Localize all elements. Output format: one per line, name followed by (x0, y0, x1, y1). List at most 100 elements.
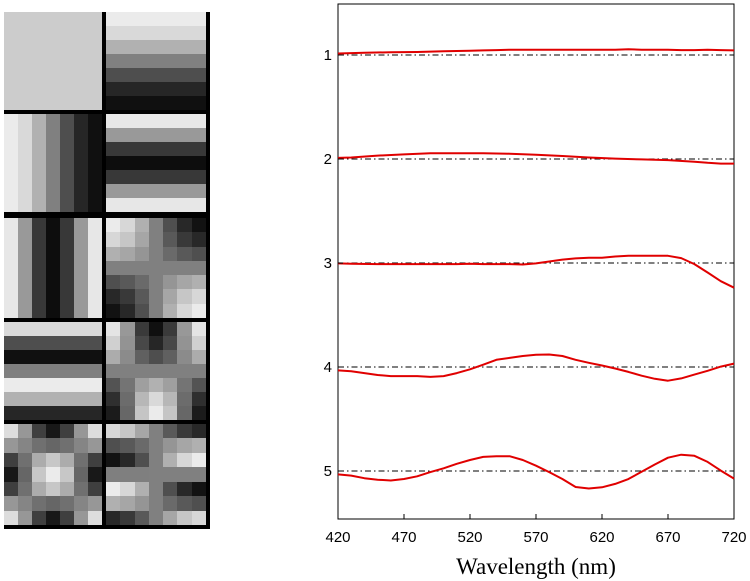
basis-pixel (120, 40, 135, 54)
basis-pixel (120, 170, 135, 184)
basis-pixel (32, 467, 46, 482)
basis-pixel (60, 26, 74, 40)
y-tick-label: 3 (324, 255, 332, 272)
basis-pixel (4, 424, 18, 439)
basis-pixel (32, 289, 46, 304)
basis-pixel (4, 232, 18, 247)
basis-pixel (32, 322, 46, 336)
basis-pixel (74, 114, 88, 128)
basis-pixel (74, 40, 88, 54)
basis-pixel (106, 128, 121, 142)
basis-pixel (106, 82, 121, 96)
basis-pixel (4, 496, 18, 511)
basis-pixel (32, 170, 46, 184)
basis-pixel (4, 364, 18, 378)
basis-pixel (120, 452, 135, 468)
basis-pixel (46, 275, 60, 290)
basis-pixel (191, 392, 206, 406)
basis-pixel (134, 438, 149, 453)
basis-pixel (148, 12, 164, 26)
basis-pixel (177, 303, 192, 318)
basis-pixel (74, 322, 88, 336)
basis-pixel (18, 82, 32, 96)
basis-pixel (120, 392, 135, 406)
basis-pixel (191, 232, 206, 247)
basis-pixel (60, 406, 74, 420)
basis-pixel (134, 246, 149, 261)
basis-pixel (177, 232, 192, 247)
basis-pixel (120, 481, 135, 497)
basis-pixel (177, 392, 192, 406)
basis-pixel (32, 114, 46, 128)
basis-pixel (88, 322, 102, 336)
basis-image-panel (4, 12, 210, 529)
basis-pixel (32, 96, 46, 110)
basis-tile (4, 322, 102, 420)
basis-pixel (134, 496, 149, 511)
basis-pixel (32, 54, 46, 68)
basis-pixel (88, 96, 102, 110)
basis-pixel (18, 496, 32, 511)
basis-pixel (148, 170, 164, 184)
basis-pixel (177, 364, 192, 378)
basis-pixel (32, 260, 46, 276)
basis-pixel (191, 452, 206, 468)
basis-pixel (191, 496, 206, 511)
basis-pixel (163, 481, 178, 497)
basis-tile (4, 12, 102, 110)
basis-pixel (4, 82, 18, 96)
basis-pixel (191, 260, 206, 276)
basis-pixel (134, 392, 149, 406)
basis-pixel (163, 303, 178, 318)
basis-pixel (32, 496, 46, 511)
basis-pixel (163, 142, 178, 156)
basis-pixel (106, 438, 121, 453)
basis-pixel (120, 350, 135, 364)
basis-pixel (134, 303, 149, 318)
basis-pixel (177, 289, 192, 304)
series-line-5 (337, 453, 735, 490)
basis-pixel (106, 392, 121, 406)
basis-pixel (4, 350, 18, 364)
basis-tile (106, 322, 206, 420)
basis-pixel (18, 198, 32, 212)
basis-pixel (120, 406, 135, 420)
basis-pixel (18, 218, 32, 233)
basis-pixel (106, 184, 121, 198)
basis-pixel (163, 510, 178, 525)
basis-pixel (60, 260, 74, 276)
basis-pixel (32, 184, 46, 198)
basis-tile (106, 12, 206, 110)
basis-pixel (60, 218, 74, 233)
basis-pixel (4, 406, 18, 420)
basis-pixel (18, 322, 32, 336)
basis-pixel (134, 218, 149, 233)
basis-pixel (88, 303, 102, 318)
basis-pixel (18, 156, 32, 170)
basis-pixel (18, 336, 32, 350)
basis-pixel (46, 322, 60, 336)
basis-pixel (18, 26, 32, 40)
basis-pixel (134, 232, 149, 247)
basis-pixel (88, 128, 102, 142)
basis-pixel (60, 481, 74, 497)
basis-pixel (106, 260, 121, 276)
basis-pixel (134, 184, 149, 198)
basis-pixel (18, 481, 32, 497)
basis-pixel (177, 424, 192, 439)
basis-pixel (60, 322, 74, 336)
basis-pixel (88, 40, 102, 54)
x-tick-group: 420 470 520 570 620 670 720 (325, 514, 747, 546)
basis-pixel (74, 424, 88, 439)
basis-pixel (191, 406, 206, 420)
basis-pixel (163, 275, 178, 290)
basis-pixel (120, 438, 135, 453)
basis-pixel (32, 12, 46, 26)
basis-pixel (106, 350, 121, 364)
basis-pixel (46, 170, 60, 184)
basis-pixel (88, 438, 102, 453)
basis-pixel (18, 114, 32, 128)
basis-pixel (148, 364, 164, 378)
basis-pixel (191, 114, 206, 128)
basis-tile (106, 218, 206, 318)
